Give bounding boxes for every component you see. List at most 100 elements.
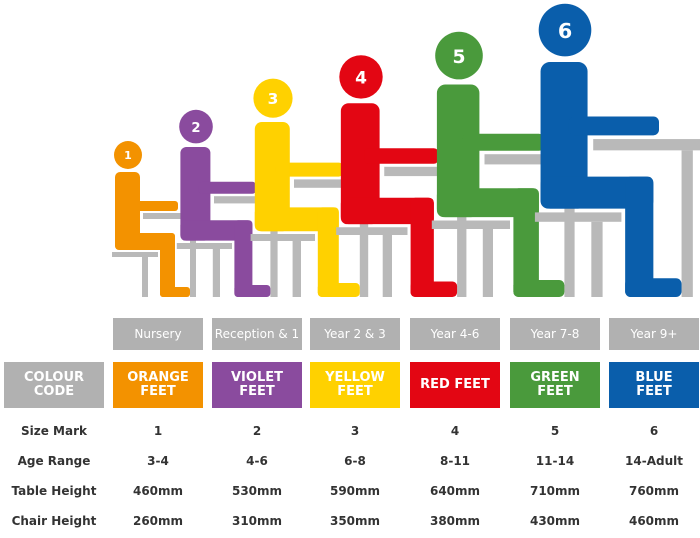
foot xyxy=(160,287,190,297)
table-top xyxy=(143,213,203,219)
chair-seat xyxy=(431,220,510,229)
table-cell: 11-14 xyxy=(535,454,575,468)
thigh xyxy=(254,207,339,232)
table-cell: 350mm xyxy=(329,514,381,528)
size-number: 2 xyxy=(191,121,200,136)
lower-leg xyxy=(234,220,253,297)
arm xyxy=(198,181,256,194)
colour-text: GREEN FEET xyxy=(530,370,580,399)
table-top xyxy=(384,166,478,177)
row-label: Age Range xyxy=(17,454,91,468)
torso xyxy=(340,103,380,225)
colour-code-cell: GREEN FEET xyxy=(510,362,600,408)
table-cell: 4 xyxy=(450,424,460,438)
age-group-label: Nursery xyxy=(113,318,203,350)
arm xyxy=(130,201,178,211)
arm xyxy=(568,116,659,136)
chair-leg xyxy=(591,221,603,297)
table-cell: 14-Adult xyxy=(625,454,683,468)
size-number: 6 xyxy=(558,19,572,43)
age-group-label: Year 7-8 xyxy=(510,318,600,350)
head xyxy=(538,3,592,57)
foot xyxy=(513,280,565,297)
head xyxy=(114,141,142,169)
chair-seat xyxy=(176,243,232,249)
size-number: 4 xyxy=(355,68,367,88)
chair-leg xyxy=(482,229,493,297)
table-cell: 8-11 xyxy=(439,454,471,468)
torso xyxy=(180,147,211,241)
colour-code-label: COLOUR CODE xyxy=(4,362,104,408)
chair-seat xyxy=(112,252,158,257)
arm xyxy=(364,148,439,164)
lower-leg xyxy=(410,197,434,297)
colour-code-cell: ORANGE FEET xyxy=(113,362,203,408)
table-cell: 2 xyxy=(252,424,262,438)
seated-figure: 3 xyxy=(250,78,378,297)
chair-seat xyxy=(250,234,315,241)
head xyxy=(339,55,383,99)
age-group-label: Reception & 1 xyxy=(212,318,302,350)
table-cell: 260mm xyxy=(132,514,184,528)
foot xyxy=(625,278,682,297)
colour-text: ORANGE FEET xyxy=(127,370,189,399)
table-top xyxy=(593,139,700,151)
table-leg xyxy=(681,150,693,297)
chair-leg xyxy=(212,249,220,297)
lower-leg xyxy=(317,207,339,297)
table-leg xyxy=(457,176,467,297)
table-cell: 4-6 xyxy=(246,454,268,468)
table-cell: 590mm xyxy=(329,484,381,498)
foot xyxy=(234,285,271,297)
seated-figure: 6 xyxy=(534,3,700,297)
seated-figure: 2 xyxy=(176,109,286,297)
row-label: Size Mark xyxy=(21,424,87,438)
age-group-label: Year 2 & 3 xyxy=(310,318,400,350)
seated-figure: 1 xyxy=(112,141,203,297)
table-leg xyxy=(190,219,196,297)
colour-code-cell: RED FEET xyxy=(410,362,500,408)
table-cell: 760mm xyxy=(628,484,680,498)
table-cell: 6-8 xyxy=(344,454,366,468)
table-cell: 6 xyxy=(649,424,659,438)
row-label: Chair Height xyxy=(11,514,97,528)
colour-code-cell: VIOLET FEET xyxy=(212,362,302,408)
size-number: 1 xyxy=(124,149,132,162)
chair-leg xyxy=(382,235,392,297)
table-cell: 530mm xyxy=(231,484,283,498)
foot xyxy=(410,281,458,297)
table-top xyxy=(214,196,286,204)
table-leg xyxy=(270,203,278,297)
colour-text: YELLOW FEET xyxy=(325,370,385,399)
lower-leg xyxy=(160,233,175,297)
lower-leg xyxy=(625,176,654,297)
table-top xyxy=(484,154,587,165)
table-leg xyxy=(359,187,369,297)
size-number: 5 xyxy=(452,47,465,68)
foot xyxy=(317,283,360,297)
table-cell: 310mm xyxy=(231,514,283,528)
table-cell: 3-4 xyxy=(147,454,169,468)
torso xyxy=(540,62,588,209)
table-cell: 380mm xyxy=(429,514,481,528)
table-cell: 3 xyxy=(350,424,360,438)
colour-code-cell: BLUE FEET xyxy=(609,362,699,408)
table-cell: 460mm xyxy=(628,514,680,528)
thigh xyxy=(540,176,654,209)
age-group-label: Year 4-6 xyxy=(410,318,500,350)
table-cell: 710mm xyxy=(529,484,581,498)
table-top xyxy=(294,179,378,188)
chair-leg xyxy=(292,241,301,297)
chair-leg xyxy=(142,257,148,297)
colour-code-cell: YELLOW FEET xyxy=(310,362,400,408)
lower-leg xyxy=(513,188,539,297)
torso xyxy=(254,122,290,232)
chair-seat xyxy=(534,212,622,222)
seated-figure: 4 xyxy=(336,55,478,297)
size-number: 3 xyxy=(268,90,279,108)
chair-seat xyxy=(336,227,408,235)
table-leg xyxy=(564,164,575,297)
table-cell: 5 xyxy=(550,424,560,438)
head xyxy=(253,78,293,118)
